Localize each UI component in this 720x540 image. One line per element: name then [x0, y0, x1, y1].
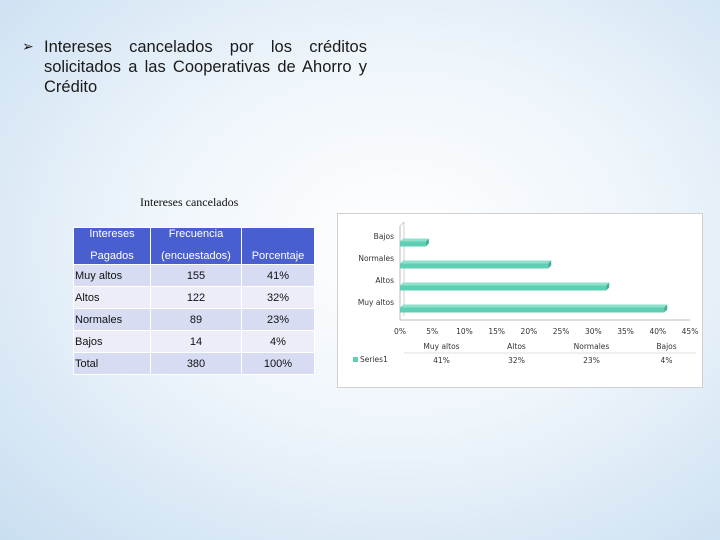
data-table-value: 4% — [661, 356, 673, 365]
table-row: Muy altos 155 41% — [73, 264, 315, 287]
chart-wall-edge — [399, 221, 405, 227]
bar — [400, 285, 607, 291]
bar-side — [425, 238, 429, 247]
data-table-column-header: Muy altos — [423, 342, 459, 351]
bar — [400, 307, 665, 313]
bar-side — [548, 260, 552, 269]
x-tick-label: 10% — [456, 327, 473, 336]
bar-side — [664, 304, 668, 313]
table-row: Altos 122 32% — [73, 286, 315, 309]
bar — [400, 241, 426, 247]
x-tick-label: 0% — [394, 327, 406, 336]
table-header-row: Intereses Pagados Frecuencia (encuestados)… — [73, 227, 315, 265]
legend-swatch — [353, 357, 358, 362]
header-frecuencia: Frecuencia (encuestados) — [150, 227, 242, 265]
bar-top — [400, 282, 610, 286]
table-row-total: Total 380 100% — [73, 352, 315, 375]
x-tick-label: 25% — [553, 327, 570, 336]
x-tick-label: 35% — [617, 327, 634, 336]
y-category-label: Altos — [375, 276, 394, 285]
data-table-value: 23% — [583, 356, 600, 365]
data-table-value: 32% — [508, 356, 525, 365]
header-intereses: Intereses Pagados — [73, 227, 151, 265]
bar-chart: 0% 5% 10% 15% 20% 25% 30% 35% 40% 45% Bajos Normale… — [337, 213, 703, 388]
x-tick-label: 40% — [649, 327, 666, 336]
x-tick-label: 45% — [682, 327, 699, 336]
y-category-label: Bajos — [374, 232, 394, 241]
table-row: Normales 89 23% — [73, 308, 315, 331]
table-row: Bajos 14 4% — [73, 330, 315, 353]
slide-title-text: Intereses cancelados por los créditos so… — [44, 38, 367, 96]
data-table: Intereses Pagados Frecuencia (encuestados)… — [73, 227, 315, 375]
table-caption: Intereses cancelados — [140, 195, 239, 209]
y-category-label: Normales — [358, 254, 394, 263]
x-tick-label: 5% — [426, 327, 438, 336]
x-tick-label: 15% — [488, 327, 505, 336]
bar-top — [400, 238, 429, 242]
arrow-bullet-icon: ➢ — [22, 39, 34, 55]
y-category-label: Muy altos — [358, 298, 394, 307]
data-table-column-header: Normales — [574, 342, 610, 351]
x-tick-label: 20% — [521, 327, 538, 336]
bar — [400, 263, 549, 269]
bar-side — [606, 282, 610, 291]
bar-top — [400, 260, 552, 264]
header-porcentaje: Porcentaje — [241, 227, 315, 265]
bar-top — [400, 304, 668, 308]
data-table-value: 41% — [433, 356, 450, 365]
slide-title: ➢ Intereses cancelados por los créditos … — [22, 37, 367, 97]
x-tick-label: 30% — [585, 327, 602, 336]
legend-label: Series1 — [360, 355, 388, 364]
bar-chart-svg: 0% 5% 10% 15% 20% 25% 30% 35% 40% 45% Bajos Normale… — [353, 221, 699, 365]
data-table-column-header: Bajos — [656, 342, 676, 351]
data-table-column-header: Altos — [507, 342, 526, 351]
